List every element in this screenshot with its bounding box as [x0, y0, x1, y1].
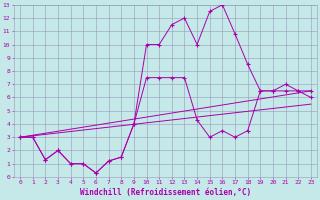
X-axis label: Windchill (Refroidissement éolien,°C): Windchill (Refroidissement éolien,°C) — [80, 188, 251, 197]
